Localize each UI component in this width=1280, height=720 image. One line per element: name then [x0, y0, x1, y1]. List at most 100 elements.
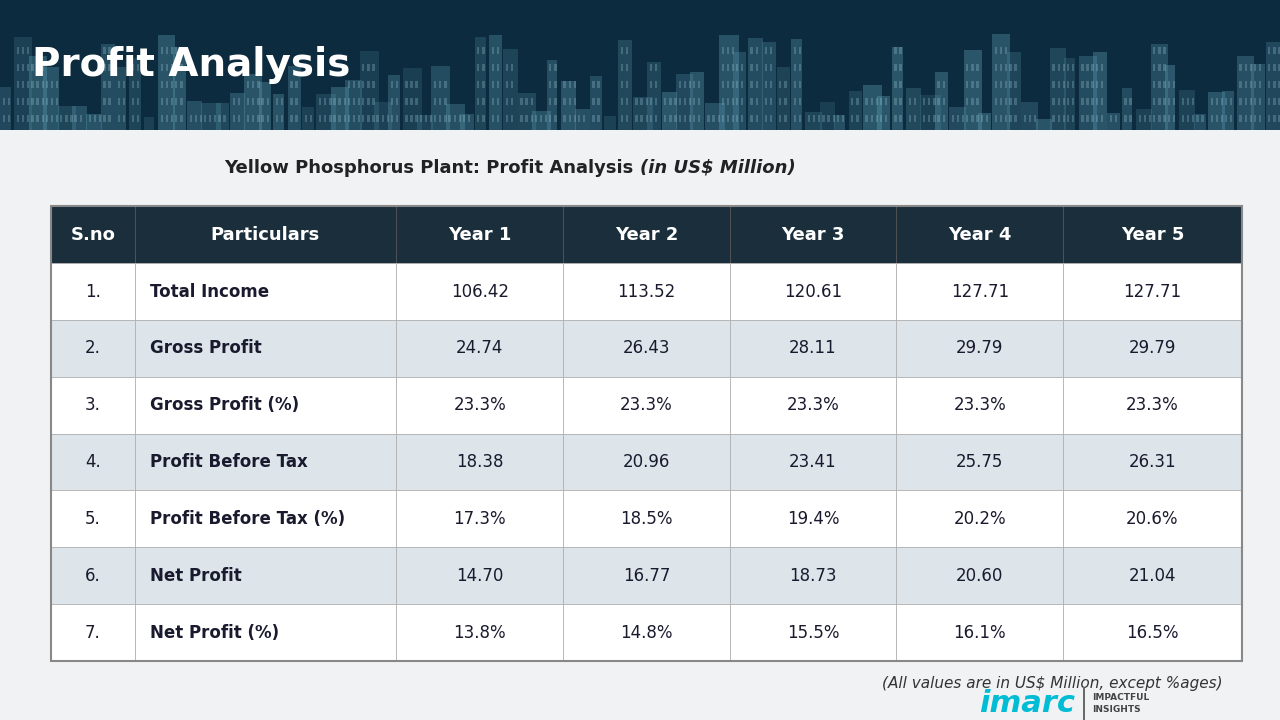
Bar — [920, 95, 941, 130]
Bar — [511, 64, 513, 71]
Text: 25.75: 25.75 — [956, 453, 1004, 471]
Bar — [900, 114, 901, 122]
Bar — [662, 92, 677, 130]
Bar — [722, 114, 724, 122]
Bar — [727, 98, 730, 105]
Bar — [1101, 64, 1103, 71]
Bar — [736, 81, 739, 88]
Bar — [755, 64, 758, 71]
Bar — [1057, 98, 1060, 105]
Bar — [1087, 114, 1088, 122]
Text: 2.: 2. — [84, 339, 101, 357]
Bar — [632, 96, 653, 130]
Bar — [27, 48, 29, 55]
Bar — [319, 98, 321, 105]
Bar — [137, 81, 140, 88]
Text: 113.52: 113.52 — [617, 282, 676, 300]
Bar — [123, 81, 125, 88]
Bar — [187, 101, 202, 130]
Bar — [483, 114, 485, 122]
Bar — [525, 114, 527, 122]
Bar — [1279, 98, 1280, 105]
Bar — [44, 67, 59, 130]
Bar — [1071, 114, 1074, 122]
Bar — [288, 66, 301, 130]
Bar — [483, 98, 485, 105]
Bar — [17, 81, 19, 88]
Bar — [434, 81, 436, 88]
Bar — [640, 98, 643, 105]
Bar — [219, 114, 220, 122]
Bar — [849, 91, 861, 130]
Bar — [771, 64, 772, 71]
Bar — [372, 98, 375, 105]
Bar — [909, 114, 911, 122]
Text: Year 2: Year 2 — [614, 226, 678, 244]
Bar — [1082, 64, 1083, 71]
Bar — [123, 114, 125, 122]
Bar — [72, 106, 87, 130]
Bar — [794, 64, 796, 71]
Bar — [698, 98, 700, 105]
Bar — [60, 114, 63, 122]
Bar — [626, 114, 628, 122]
Bar — [257, 81, 260, 88]
Bar — [367, 81, 370, 88]
Bar — [1000, 114, 1002, 122]
Bar — [730, 433, 896, 490]
Bar — [593, 114, 594, 122]
Bar — [561, 81, 576, 130]
Bar — [46, 98, 49, 105]
Text: Particulars: Particulars — [211, 226, 320, 244]
Bar — [1181, 98, 1184, 105]
Bar — [483, 81, 485, 88]
Bar — [621, 98, 623, 105]
Bar — [1107, 113, 1120, 130]
Text: 18.73: 18.73 — [790, 567, 837, 585]
Bar — [238, 98, 241, 105]
Bar — [31, 81, 33, 88]
Bar — [483, 64, 485, 71]
Bar — [51, 264, 134, 320]
Bar — [832, 114, 835, 122]
Bar — [247, 81, 250, 88]
Bar — [41, 114, 44, 122]
Bar — [238, 114, 241, 122]
Bar — [506, 81, 508, 88]
Bar — [722, 98, 724, 105]
Bar — [439, 81, 442, 88]
Bar — [56, 114, 59, 122]
Bar — [995, 48, 997, 55]
Bar — [468, 114, 470, 122]
Bar — [161, 114, 163, 122]
Bar — [180, 81, 183, 88]
Bar — [497, 48, 499, 55]
Bar — [166, 64, 168, 71]
Bar — [104, 98, 105, 105]
Bar — [338, 114, 340, 122]
Bar — [1052, 81, 1055, 88]
Bar — [161, 98, 163, 105]
Bar — [517, 93, 536, 130]
Bar — [900, 81, 901, 88]
Bar — [684, 114, 686, 122]
Bar — [822, 114, 824, 122]
Bar — [732, 98, 735, 105]
Bar — [1087, 98, 1088, 105]
Bar — [1274, 114, 1276, 122]
Bar — [678, 81, 681, 88]
Bar — [748, 37, 763, 130]
Bar — [27, 64, 29, 71]
Bar — [794, 114, 796, 122]
Bar — [645, 114, 648, 122]
Bar — [1082, 114, 1083, 122]
Bar — [669, 114, 672, 122]
Bar — [1211, 114, 1213, 122]
Bar — [1158, 81, 1161, 88]
Bar — [360, 51, 379, 130]
Bar — [618, 40, 632, 130]
Bar — [835, 115, 845, 130]
Bar — [1087, 81, 1088, 88]
Bar — [134, 604, 397, 661]
Bar — [1062, 264, 1242, 320]
